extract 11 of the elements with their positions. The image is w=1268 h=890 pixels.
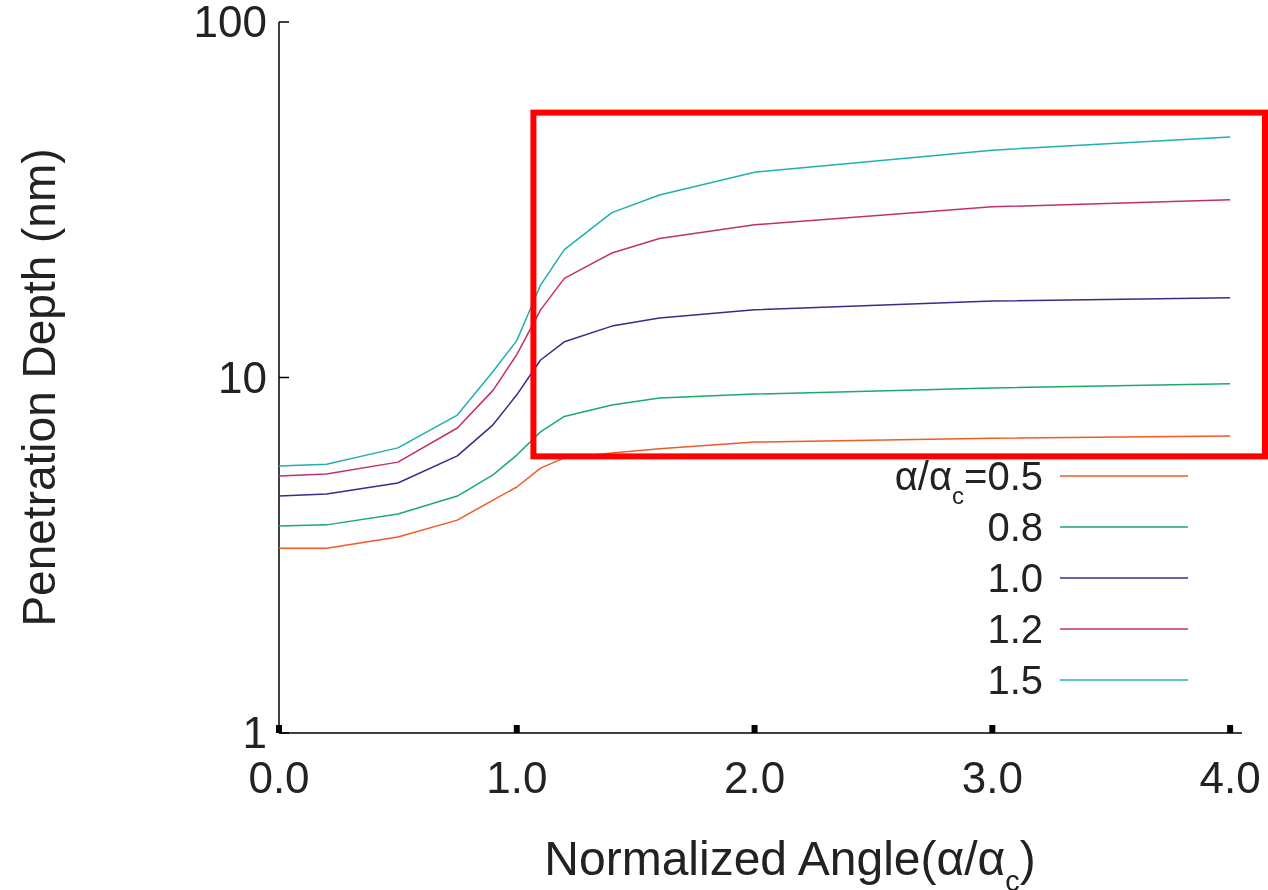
x-tick-label: 4.0 bbox=[1199, 753, 1261, 802]
x-tick-label: 2.0 bbox=[723, 753, 786, 802]
y-tick-label: 10 bbox=[218, 352, 267, 402]
legend-label: 1.2 bbox=[987, 607, 1043, 651]
y-tick-label: 100 bbox=[193, 0, 267, 47]
legend-label: 1.0 bbox=[987, 556, 1043, 600]
x-tick-label: 3.0 bbox=[961, 753, 1023, 802]
x-tick-label: 1.0 bbox=[486, 753, 548, 802]
y-axis-title: Penetration Depth (nm) bbox=[13, 148, 65, 627]
legend-label: 1.5 bbox=[987, 658, 1043, 702]
line-series bbox=[278, 435, 1231, 549]
